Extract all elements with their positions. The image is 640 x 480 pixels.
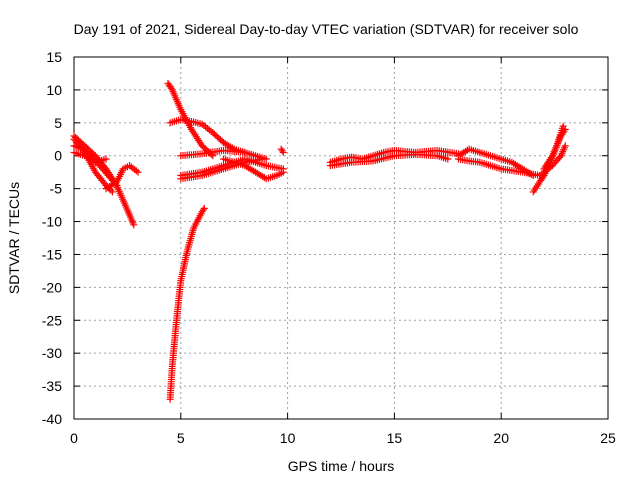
data-point — [262, 155, 270, 163]
series-track-15 — [326, 150, 452, 170]
x-tick-label: 15 — [387, 430, 403, 446]
y-tick-label: -5 — [50, 181, 63, 197]
y-tick-label: 10 — [46, 82, 62, 98]
series-track-10 — [177, 146, 270, 163]
data-point — [199, 206, 207, 214]
y-tick-label: -35 — [42, 378, 62, 394]
data-point — [556, 153, 564, 161]
data-point — [560, 127, 568, 135]
data-point — [132, 167, 140, 175]
data-point — [444, 155, 452, 163]
x-tick-label: 25 — [600, 430, 616, 446]
chart-title: Day 191 of 2021, Sidereal Day-to-day VTE… — [74, 21, 579, 37]
y-tick-label: -15 — [42, 246, 62, 262]
series-track-5 — [102, 162, 142, 193]
y-tick-label: 5 — [54, 115, 62, 131]
series-track-12 — [277, 145, 287, 156]
data-point — [108, 188, 116, 196]
y-tick-label: -25 — [42, 312, 62, 328]
series-track-4 — [70, 148, 110, 166]
y-tick-label: -20 — [42, 279, 62, 295]
grid-lines — [74, 57, 608, 419]
series-track-13 — [166, 204, 208, 403]
data-point — [561, 125, 569, 133]
y-tick-label: -30 — [42, 345, 62, 361]
data-point — [539, 173, 547, 181]
axis-ticks: 0 5 10 15 20 25 -40 -35 -30 -25 -20 -15 -10 -5 0 5 10 15 — [42, 49, 616, 446]
data-point — [167, 84, 175, 92]
y-axis-label: SDTVAR / TECUs — [6, 182, 22, 294]
data-point — [102, 155, 110, 163]
y-tick-label: 15 — [46, 49, 62, 65]
data-point — [101, 180, 109, 188]
series-track-11 — [220, 155, 287, 183]
series-track-6 — [164, 79, 217, 160]
data-marks — [70, 79, 569, 403]
y-tick-label: 0 — [54, 148, 62, 164]
data-point — [200, 204, 208, 212]
data-point — [278, 147, 286, 155]
x-tick-label: 5 — [177, 430, 185, 446]
y-tick-label: -10 — [42, 214, 62, 230]
plot-frame — [73, 56, 609, 420]
x-tick-label: 20 — [493, 430, 509, 446]
x-tick-label: 0 — [70, 430, 78, 446]
data-point — [561, 142, 569, 150]
x-tick-label: 10 — [280, 430, 296, 446]
y-tick-label: -40 — [42, 411, 62, 427]
data-point — [279, 168, 287, 176]
series-track-20 — [540, 125, 569, 173]
series-track-17 — [454, 155, 544, 179]
x-axis-label: GPS time / hours — [288, 458, 395, 474]
data-point — [130, 221, 138, 229]
data-point — [134, 168, 142, 176]
data-point — [279, 148, 287, 156]
